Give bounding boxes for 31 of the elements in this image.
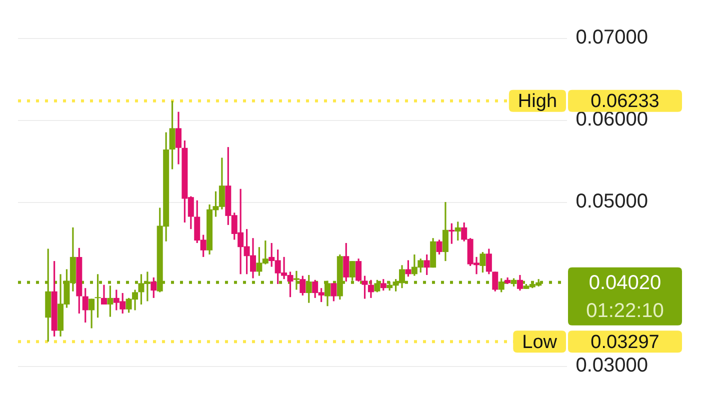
ref-line-label: Low	[522, 332, 558, 353]
candlestick	[368, 279, 374, 299]
candlestick	[480, 251, 486, 274]
ref-line-label: High	[518, 91, 557, 112]
candlestick	[442, 201, 448, 262]
candlestick	[516, 274, 523, 292]
candlestick	[150, 276, 157, 299]
y-tick-label: 0.05000	[576, 190, 648, 213]
candlestick	[356, 258, 362, 282]
candlestick	[486, 248, 492, 275]
candlestick	[454, 220, 461, 242]
text: 0.03297	[590, 332, 660, 353]
y-tick-label: 0.07000	[576, 26, 648, 49]
y-tick-label: 0.03000	[576, 354, 648, 377]
candlestick	[100, 284, 107, 306]
candlestick	[300, 275, 306, 296]
candlestick	[492, 270, 498, 292]
ref-line-label: 0.04020	[588, 272, 662, 294]
text: 01:22:10	[586, 300, 664, 322]
candlestick	[448, 222, 455, 245]
candlestick	[330, 282, 337, 302]
candlestick	[88, 298, 95, 330]
candlestick	[169, 100, 176, 170]
candlestick	[82, 287, 88, 324]
candlestick	[175, 111, 182, 166]
candlestick	[362, 275, 368, 300]
candlestick	[436, 238, 442, 256]
candlestick	[405, 259, 412, 278]
candlestick	[424, 254, 430, 276]
candlestick	[343, 242, 350, 282]
candlestick	[380, 278, 386, 292]
